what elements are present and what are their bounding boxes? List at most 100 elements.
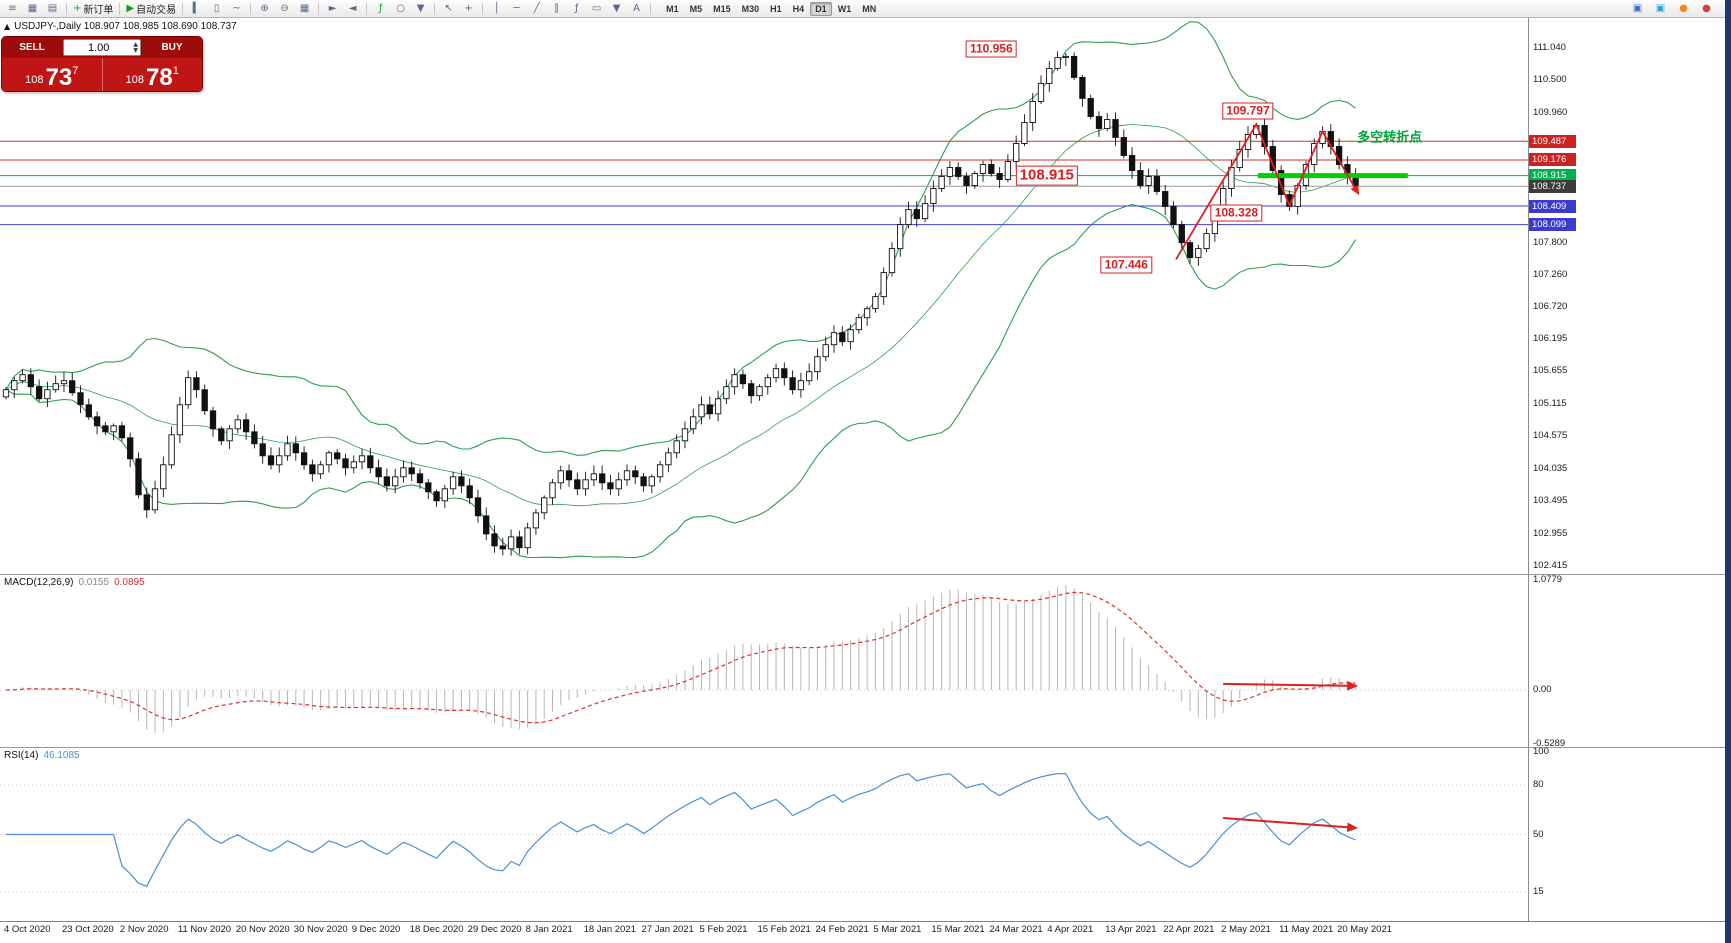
channel-icon[interactable]: ∥ [554,3,560,14]
time-axis-line[interactable] [0,921,1731,922]
timeframe-mn[interactable]: MN [862,3,877,14]
tile-windows-icon[interactable]: ▦ [299,3,310,14]
chat-icon[interactable]: ▣ [1655,3,1666,14]
timeframe-m1[interactable]: M1 [666,3,679,14]
price-axis-tick: 106.195 [1533,332,1568,344]
profiles-icon[interactable]: ▤ [47,3,58,14]
rsi-line [6,772,1356,887]
buy-button[interactable]: BUY [142,37,202,58]
date-axis-label: 4 Apr 2021 [1047,924,1094,935]
timeframe-w1[interactable]: W1 [837,3,852,14]
auto-scroll-icon[interactable]: ► [328,3,337,14]
price-axis-tick: 104.035 [1533,462,1568,474]
cursor-icon[interactable]: ↖ [444,3,453,14]
fibonacci-icon[interactable]: ƒ [574,3,579,14]
alert-icon[interactable]: ● [1679,3,1688,14]
macd-signal-line [5,591,1356,724]
date-axis-label: 15 Mar 2021 [931,924,985,935]
date-axis-label: 18 Dec 2020 [409,924,464,935]
volume-box: ▲ ▼ [63,39,141,56]
toolbar-right-icons: ▣ ▣ ● ● [1628,1,1728,16]
date-axis-label: 2 Nov 2020 [119,924,169,935]
text-icon[interactable]: A [633,3,641,14]
price-axis-tick: 107.260 [1533,269,1568,281]
templates-icon[interactable]: ▼ [416,3,425,14]
vertical-line-icon[interactable]: │ [493,3,500,14]
buy-price[interactable]: 108 78 1 [101,58,203,91]
timeframe-switcher: M1 M5 M15 M30 H1 H4 D1 W1 MN [661,1,881,16]
price-axis-tick: 107.800 [1533,236,1568,248]
shapes-icon[interactable]: ▭ [591,3,602,14]
date-axis-label: 29 Dec 2020 [467,924,522,935]
date-axis-label: 4 Oct 2020 [4,924,51,935]
chart-shift-icon[interactable]: ◄ [348,3,357,14]
bar-chart-mode-icon[interactable]: ▍ [192,3,201,14]
new-chart-icon[interactable]: ▦ [27,3,38,14]
symbol-ohlc-text: USDJPY-,Daily 108.907 108.985 108.690 10… [14,21,237,32]
volume-input[interactable] [64,41,134,54]
chart-ohlc-header: ▲ USDJPY-,Daily 108.907 108.985 108.690 1… [4,21,237,32]
timeframe-m15[interactable]: M15 [713,3,731,14]
price-axis-tag: 108.099 [1529,218,1576,232]
timeframe-d1[interactable]: D1 [810,1,832,16]
window-edge-scrollbar[interactable] [1725,0,1731,943]
crosshair-icon[interactable]: + [464,3,473,14]
indicators-icon[interactable]: ƒ [378,3,383,14]
toolbar-separator [250,2,252,15]
zoom-out-icon[interactable]: ⊖ [280,3,289,14]
rsi-panel[interactable] [0,748,1528,921]
rsi-axis-label: 80 [1533,779,1544,790]
price-axis-tag: 109.487 [1529,134,1576,148]
price-axis-tick: 103.495 [1533,495,1568,507]
trendline-icon[interactable]: ╱ [533,3,540,14]
power-icon[interactable]: ● [1702,3,1711,14]
horizontal-line-icon[interactable]: ─ [513,3,520,14]
macd-indicator-label: MACD(12,26,9) 0.0155 0.0895 [4,577,145,588]
rsi-trend-arrow [1223,817,1359,833]
date-axis-label: 24 Mar 2021 [989,924,1043,935]
toolbar-separator [482,2,484,15]
rsi-axis-label: 50 [1533,828,1544,840]
price-axis-tick: 102.955 [1533,527,1568,539]
toolbar-separator [182,2,184,15]
new-order-button[interactable]: + 新订单 [73,3,114,16]
date-axis-label: 27 Jan 2021 [641,924,694,935]
candlestick-mode-icon[interactable]: ▯ [213,3,220,14]
market-watch-icon[interactable]: ≡ [8,3,17,14]
window-icon[interactable]: ▣ [1632,3,1643,14]
autotrading-button[interactable]: ▶ 自动交易 [126,3,177,16]
bollinger-lower-band [5,203,1357,559]
timeframe-h1[interactable]: H1 [770,3,782,14]
collapse-trade-panel-icon[interactable]: ▲ [4,22,11,31]
volume-decrease-icon[interactable]: ▼ [133,46,138,54]
periods-icon[interactable]: ○ [396,3,405,14]
timeframe-m30[interactable]: M30 [741,3,760,14]
chart-macd-divider[interactable] [0,574,1731,575]
price-axis-tick: 105.115 [1533,397,1567,409]
sell-button[interactable]: SELL [2,37,62,58]
date-axis-label: 18 Jan 2021 [583,924,636,935]
price-axis-tag: 108.409 [1529,199,1576,213]
macd-rsi-divider[interactable] [0,747,1731,748]
date-axis-label: 23 Oct 2020 [61,924,114,935]
line-chart-mode-icon[interactable]: ~ [232,3,241,14]
price-axis-line[interactable] [1528,18,1529,921]
date-axis-label: 13 Apr 2021 [1105,924,1157,935]
macd-panel[interactable] [0,575,1528,748]
arrows-icon[interactable]: ▼ [612,3,621,14]
price-axis-tag: 109.176 [1529,153,1576,167]
toolbar: ≡ ▦ ▤ + 新订单 ▶ 自动交易 ▍ ▯ ~ ⊕ ⊖ ▦ ► ◄ ƒ ○ ▼ ↖ + │ ─ ╱ ∥ ƒ ▭ ▼ A M1 M5 M1… [0,0,1731,18]
sell-price[interactable]: 108 73 7 [25,64,79,91]
zoom-in-icon[interactable]: ⊕ [260,3,269,14]
toolbar-separator [366,2,368,15]
price-axis-tick: 111.040 [1533,42,1566,53]
volume-increase-icon[interactable]: ▲ [133,40,138,48]
timeframe-h4[interactable]: H4 [792,3,805,14]
timeframe-m5[interactable]: M5 [689,3,703,14]
date-axis-label: 5 Mar 2021 [873,924,922,935]
date-axis-label: 2 May 2021 [1221,924,1271,935]
date-axis-label: 30 Nov 2020 [293,924,348,935]
main-chart[interactable] [0,18,1528,575]
